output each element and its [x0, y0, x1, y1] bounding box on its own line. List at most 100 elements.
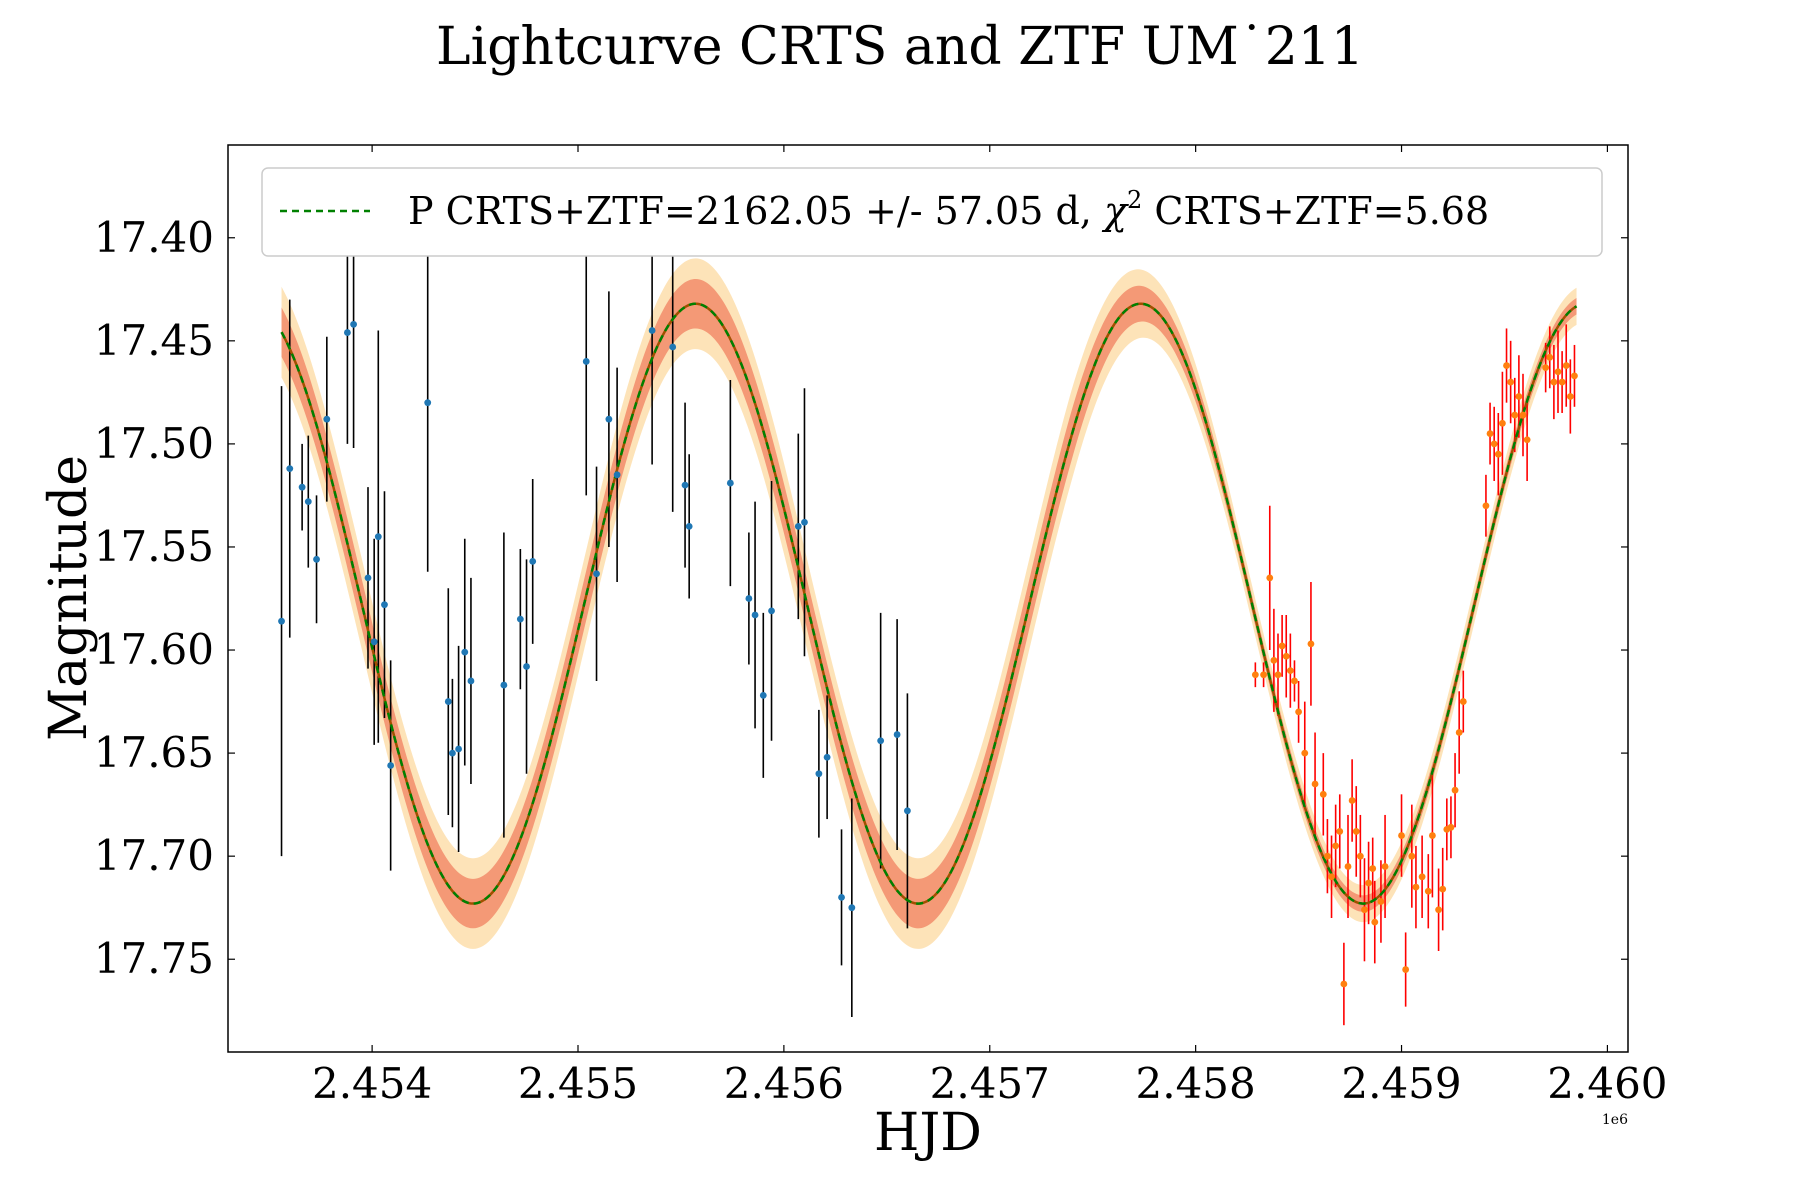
- ztf-point: [1424, 887, 1432, 895]
- legend-label: P CRTS+ZTF=2162.05 +/- 57.05 d, χ2 CRTS+…: [408, 186, 1489, 233]
- legend: P CRTS+ZTF=2162.05 +/- 57.05 d, χ2 CRTS+…: [261, 167, 1603, 257]
- ztf-point: [1352, 828, 1360, 835]
- ztf-point: [1266, 574, 1274, 582]
- ztf-point: [1507, 378, 1515, 386]
- ztf-point: [1328, 873, 1335, 881]
- crts-point: [794, 522, 802, 530]
- x-tick-label: 2.458: [1136, 1059, 1256, 1108]
- ztf-point: [1542, 364, 1550, 372]
- crts-point: [516, 615, 524, 623]
- x-tick-label: 2.454: [312, 1059, 432, 1108]
- crts-point: [370, 638, 378, 646]
- y-tick-label: 17.55: [94, 522, 214, 571]
- ztf-point: [1361, 906, 1368, 914]
- ztf-point: [1332, 842, 1340, 850]
- ztf-point: [1412, 883, 1420, 891]
- ztf-point: [1511, 411, 1519, 419]
- crts-point: [500, 681, 508, 689]
- crts-point: [381, 601, 388, 609]
- ztf-point: [1398, 832, 1405, 839]
- crts-point: [323, 415, 331, 423]
- x-tick-label: 2.456: [724, 1059, 844, 1108]
- x-axis-offset: 1e6: [1602, 1112, 1628, 1128]
- data-points: [278, 320, 1578, 988]
- ztf-point: [1307, 640, 1315, 648]
- x-tick-label: 2.460: [1547, 1059, 1667, 1108]
- crts-point: [904, 807, 911, 815]
- crts-point: [286, 465, 294, 473]
- crts-point: [278, 617, 285, 625]
- ztf-point: [1546, 353, 1554, 361]
- y-axis-ticks: 17.40 17.45 17.50 17.55 17.60 17.65 17.70 17.75: [94, 213, 1628, 983]
- crts-point: [313, 555, 320, 563]
- crts-point: [605, 415, 613, 423]
- ztf-point: [1274, 671, 1282, 679]
- ztf-point: [1523, 436, 1531, 444]
- ztf-point: [1550, 378, 1558, 386]
- ztf-point: [1278, 642, 1286, 650]
- ztf-point: [1286, 667, 1294, 675]
- y-tick-label: 17.45: [94, 316, 214, 365]
- band-inner: [281, 278, 1577, 929]
- plot-frame: [227, 144, 1629, 1053]
- crts-point: [449, 749, 456, 757]
- x-axis-ticks: 2.454 2.455 2.456 2.457 2.458 2.459 2.460: [312, 145, 1668, 1108]
- crts-point: [681, 481, 689, 489]
- ztf-point: [1377, 898, 1385, 905]
- y-tick-label: 17.40: [94, 213, 214, 262]
- ztf-point: [1348, 797, 1356, 804]
- ztf-point: [1515, 393, 1523, 400]
- y-axis-label: Magnitude: [39, 455, 99, 741]
- x-tick-label: 2.457: [930, 1059, 1050, 1108]
- model-curve-dashed: [280, 302, 1578, 905]
- ztf-point: [1340, 980, 1348, 988]
- ztf-point: [1356, 852, 1364, 860]
- crts-point: [455, 745, 462, 753]
- ztf-point: [1282, 652, 1290, 660]
- ztf-point: [1408, 852, 1416, 860]
- legend-box: [261, 167, 1603, 257]
- ztf-point: [1429, 832, 1436, 839]
- crts-point: [424, 399, 432, 407]
- crts-point: [387, 762, 395, 769]
- ztf-point: [1291, 677, 1298, 685]
- crts-point: [523, 663, 530, 670]
- ztf-point: [1402, 966, 1410, 973]
- model-curve-solid: [280, 302, 1578, 905]
- crts-point: [374, 533, 382, 541]
- chart-title: Lightcurve CRTS and ZTF UM˙211: [436, 17, 1364, 77]
- ztf-point: [1459, 698, 1467, 705]
- crts-point: [593, 570, 600, 578]
- crts-point: [838, 893, 845, 901]
- ztf-point: [1260, 671, 1267, 679]
- ztf-point: [1562, 362, 1570, 369]
- ztf-point: [1371, 918, 1379, 926]
- ztf-point: [1494, 450, 1502, 458]
- ztf-point: [1554, 368, 1562, 376]
- ztf-point: [1251, 671, 1259, 679]
- crts-point: [461, 648, 469, 656]
- band-outer: [281, 258, 1577, 949]
- ztf-point: [1490, 440, 1498, 448]
- crts-point: [823, 753, 831, 761]
- crts-point: [582, 358, 590, 365]
- x-axis-label: HJD: [874, 1103, 982, 1163]
- crts-point: [685, 522, 693, 530]
- ztf-point: [1344, 863, 1352, 870]
- ztf-point: [1482, 502, 1490, 510]
- crts-point: [444, 698, 452, 705]
- crts-point: [350, 320, 357, 328]
- crts-point: [751, 611, 759, 619]
- crts-point: [768, 607, 775, 615]
- y-tick-label: 17.75: [94, 934, 214, 983]
- crts-point: [298, 483, 306, 491]
- ztf-point: [1336, 828, 1344, 835]
- crts-point: [529, 557, 537, 565]
- y-tick-label: 17.50: [94, 419, 214, 468]
- crts-point: [364, 574, 372, 582]
- crts-point: [877, 737, 885, 745]
- ztf-point: [1369, 865, 1377, 872]
- ztf-point: [1435, 906, 1442, 914]
- x-tick-label: 2.455: [518, 1059, 638, 1108]
- crts-point: [759, 691, 767, 699]
